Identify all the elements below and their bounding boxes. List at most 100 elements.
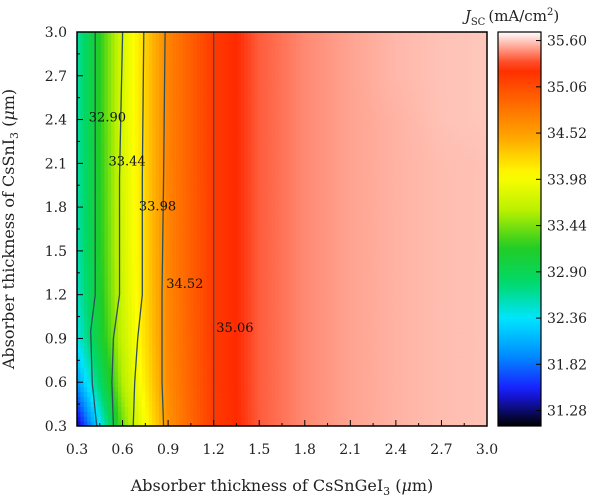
- heat-cell: [463, 307, 468, 314]
- heat-cell: [196, 224, 201, 230]
- heat-cell: [138, 386, 143, 393]
- heat-cell: [247, 243, 252, 250]
- heat-cell: [80, 322, 85, 329]
- heat-cell: [128, 273, 133, 279]
- heat-cell: [97, 342, 102, 348]
- heat-cell: [155, 391, 160, 398]
- heat-cell: [254, 332, 259, 338]
- heat-cell: [169, 278, 174, 284]
- heat-cell: [425, 317, 430, 324]
- heat-cell: [346, 396, 351, 402]
- heat-cell: [463, 366, 468, 373]
- heat-cell: [323, 253, 328, 260]
- heat-cell: [387, 337, 392, 343]
- heat-cell: [217, 406, 222, 412]
- heat-cell: [394, 248, 399, 255]
- heat-cell: [480, 332, 485, 338]
- heat-cell: [435, 376, 440, 383]
- heat-cell: [405, 238, 410, 245]
- heat-cell: [111, 327, 116, 334]
- heat-cell: [131, 248, 136, 255]
- heat-cell: [264, 327, 269, 334]
- heat-cell: [155, 248, 160, 255]
- heat-cell: [107, 416, 112, 422]
- heat-cell: [186, 233, 191, 240]
- heat-cell: [213, 421, 218, 426]
- heat-cell: [295, 327, 300, 334]
- heat-cell: [241, 278, 246, 284]
- heat-cell: [483, 258, 487, 265]
- heat-cell: [452, 312, 457, 319]
- heat-cell: [148, 396, 153, 402]
- heat-cell: [428, 229, 433, 235]
- heat-cell: [200, 243, 205, 250]
- heat-cell: [77, 386, 82, 393]
- heat-cell: [350, 263, 355, 269]
- heat-cell: [80, 391, 85, 398]
- heat-cell: [278, 391, 283, 398]
- heat-cell: [282, 253, 287, 260]
- heat-cell: [374, 347, 379, 353]
- heat-cell: [370, 312, 375, 319]
- heat-cell: [469, 342, 474, 348]
- heat-cell: [162, 381, 167, 388]
- heat-cell: [333, 248, 338, 255]
- heat-cell: [217, 401, 222, 407]
- heat-cell: [483, 243, 487, 250]
- heat-cell: [234, 288, 239, 294]
- heat-cell: [442, 243, 447, 250]
- heat-cell: [155, 347, 160, 353]
- heat-cell: [196, 342, 201, 348]
- heat-cell: [268, 312, 273, 319]
- heat-cell: [114, 253, 119, 260]
- heat-cell: [165, 411, 170, 417]
- heat-cell: [196, 219, 201, 225]
- heat-cell: [309, 312, 314, 319]
- heat-cell: [186, 317, 191, 324]
- heat-cell: [138, 268, 143, 274]
- heat-cell: [336, 229, 341, 235]
- heat-cell: [87, 268, 92, 274]
- heat-cell: [309, 268, 314, 274]
- heat-cell: [124, 332, 129, 338]
- heat-cell: [254, 391, 259, 398]
- heat-cell: [302, 283, 307, 289]
- heat-cell: [466, 293, 471, 299]
- heat-cell: [258, 396, 263, 402]
- heat-cell: [288, 371, 293, 378]
- heat-cell: [346, 416, 351, 422]
- heat-cell: [398, 229, 403, 235]
- heat-cell: [336, 396, 341, 402]
- heat-cell: [428, 322, 433, 329]
- heat-cell: [473, 337, 478, 343]
- heat-cell: [381, 229, 386, 235]
- heat-cell: [176, 411, 181, 417]
- heat-cell: [288, 307, 293, 314]
- heat-cell: [326, 337, 331, 343]
- heat-cell: [172, 233, 177, 240]
- heat-cell: [124, 288, 129, 294]
- heat-cell: [312, 238, 317, 245]
- heat-cell: [213, 297, 218, 304]
- heat-cell: [121, 381, 126, 388]
- heat-cell: [353, 297, 358, 304]
- heat-cell: [121, 347, 126, 353]
- heat-cell: [329, 243, 334, 250]
- heat-cell: [165, 248, 170, 255]
- heat-cell: [435, 288, 440, 294]
- heat-cell: [288, 411, 293, 417]
- heat-cell: [483, 248, 487, 255]
- heat-cell: [118, 347, 123, 353]
- heat-cell: [141, 342, 146, 348]
- heat-cell: [206, 342, 211, 348]
- heat-cell: [473, 302, 478, 309]
- heat-cell: [210, 273, 215, 279]
- heat-cell: [186, 411, 191, 417]
- heat-cell: [391, 243, 396, 250]
- heat-cell: [405, 224, 410, 230]
- heat-cell: [401, 332, 406, 338]
- heat-cell: [264, 396, 269, 402]
- heat-cell: [285, 337, 290, 343]
- heat-cell: [141, 238, 146, 245]
- heat-cell: [237, 361, 242, 368]
